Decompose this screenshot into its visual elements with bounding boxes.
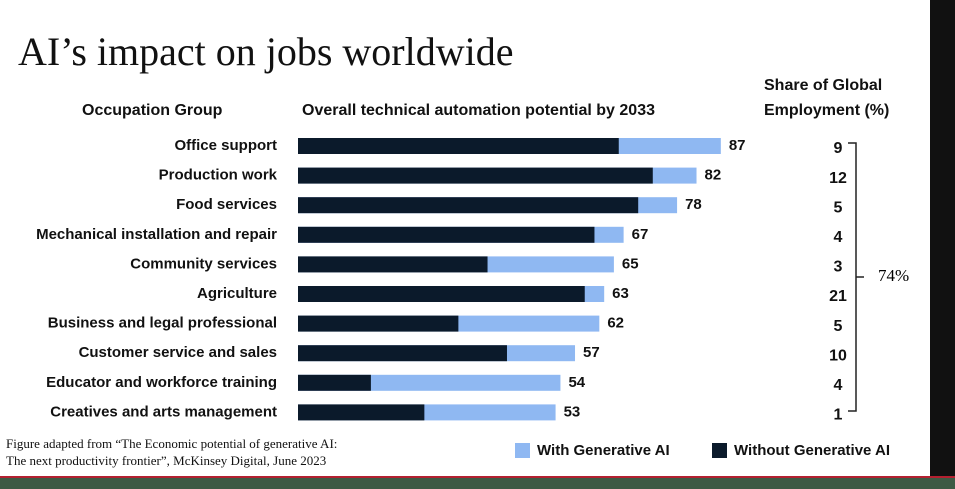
- legend-swatch: [712, 443, 727, 458]
- category-label: Mechanical installation and repair: [36, 226, 277, 243]
- value-label: 62: [607, 315, 624, 332]
- progress-line: [0, 476, 955, 478]
- bar: [298, 404, 425, 421]
- value-label: 65: [622, 255, 639, 272]
- category-label: Community services: [130, 255, 277, 272]
- legend-label: Without Generative AI: [734, 442, 890, 459]
- bar: [298, 374, 371, 391]
- bar: [298, 226, 595, 243]
- bar: [298, 138, 619, 154]
- share-header: Employment (%): [764, 102, 890, 119]
- bar: [298, 197, 639, 214]
- value-label: 82: [705, 167, 722, 184]
- value-label: 57: [583, 344, 600, 361]
- category-label: Customer service and sales: [79, 344, 277, 361]
- share-value: 10: [829, 347, 847, 364]
- category-label: Food services: [176, 196, 277, 213]
- category-label: Business and legal professional: [48, 315, 277, 332]
- share-value: 5: [834, 199, 843, 216]
- value-label: 63: [612, 285, 629, 302]
- value-label: 67: [632, 226, 649, 243]
- bracket: [848, 142, 864, 412]
- share-value: 5: [834, 318, 843, 335]
- bar: [298, 256, 488, 273]
- share-value: 3: [834, 259, 843, 276]
- share-value: 4: [834, 377, 843, 394]
- share-value: 12: [829, 170, 847, 187]
- category-label: Educator and workforce training: [46, 374, 277, 391]
- bottom-strip: [0, 476, 955, 489]
- value-label: 53: [564, 403, 581, 420]
- share-value: 21: [829, 288, 847, 305]
- bar: [298, 345, 507, 362]
- value-label: 54: [568, 374, 585, 391]
- screen-edge: [930, 0, 955, 478]
- value-header: Overall technical automation potential b…: [302, 102, 655, 119]
- category-label: Agriculture: [197, 285, 277, 302]
- share-value: 4: [834, 229, 843, 246]
- value-label: 87: [729, 137, 746, 154]
- footnote: Figure adapted from “The Economic potent…: [6, 436, 338, 451]
- category-label: Creatives and arts management: [50, 403, 277, 420]
- category-label: Office support: [174, 137, 277, 154]
- legend-swatch: [515, 443, 530, 458]
- bar: [298, 286, 585, 302]
- bracket-label: 74%: [878, 266, 909, 285]
- footnote: The next productivity frontier”, McKinse…: [6, 453, 327, 468]
- legend-label: With Generative AI: [537, 442, 670, 459]
- chart-title: AI’s impact on jobs worldwide: [18, 29, 514, 74]
- share-header: Share of Global: [764, 77, 883, 94]
- bar: [298, 167, 653, 184]
- category-header: Occupation Group: [82, 102, 223, 119]
- share-value: 1: [834, 407, 843, 424]
- share-value: 9: [834, 140, 843, 157]
- category-label: Production work: [159, 167, 278, 184]
- bar: [298, 315, 459, 332]
- value-label: 78: [685, 196, 702, 213]
